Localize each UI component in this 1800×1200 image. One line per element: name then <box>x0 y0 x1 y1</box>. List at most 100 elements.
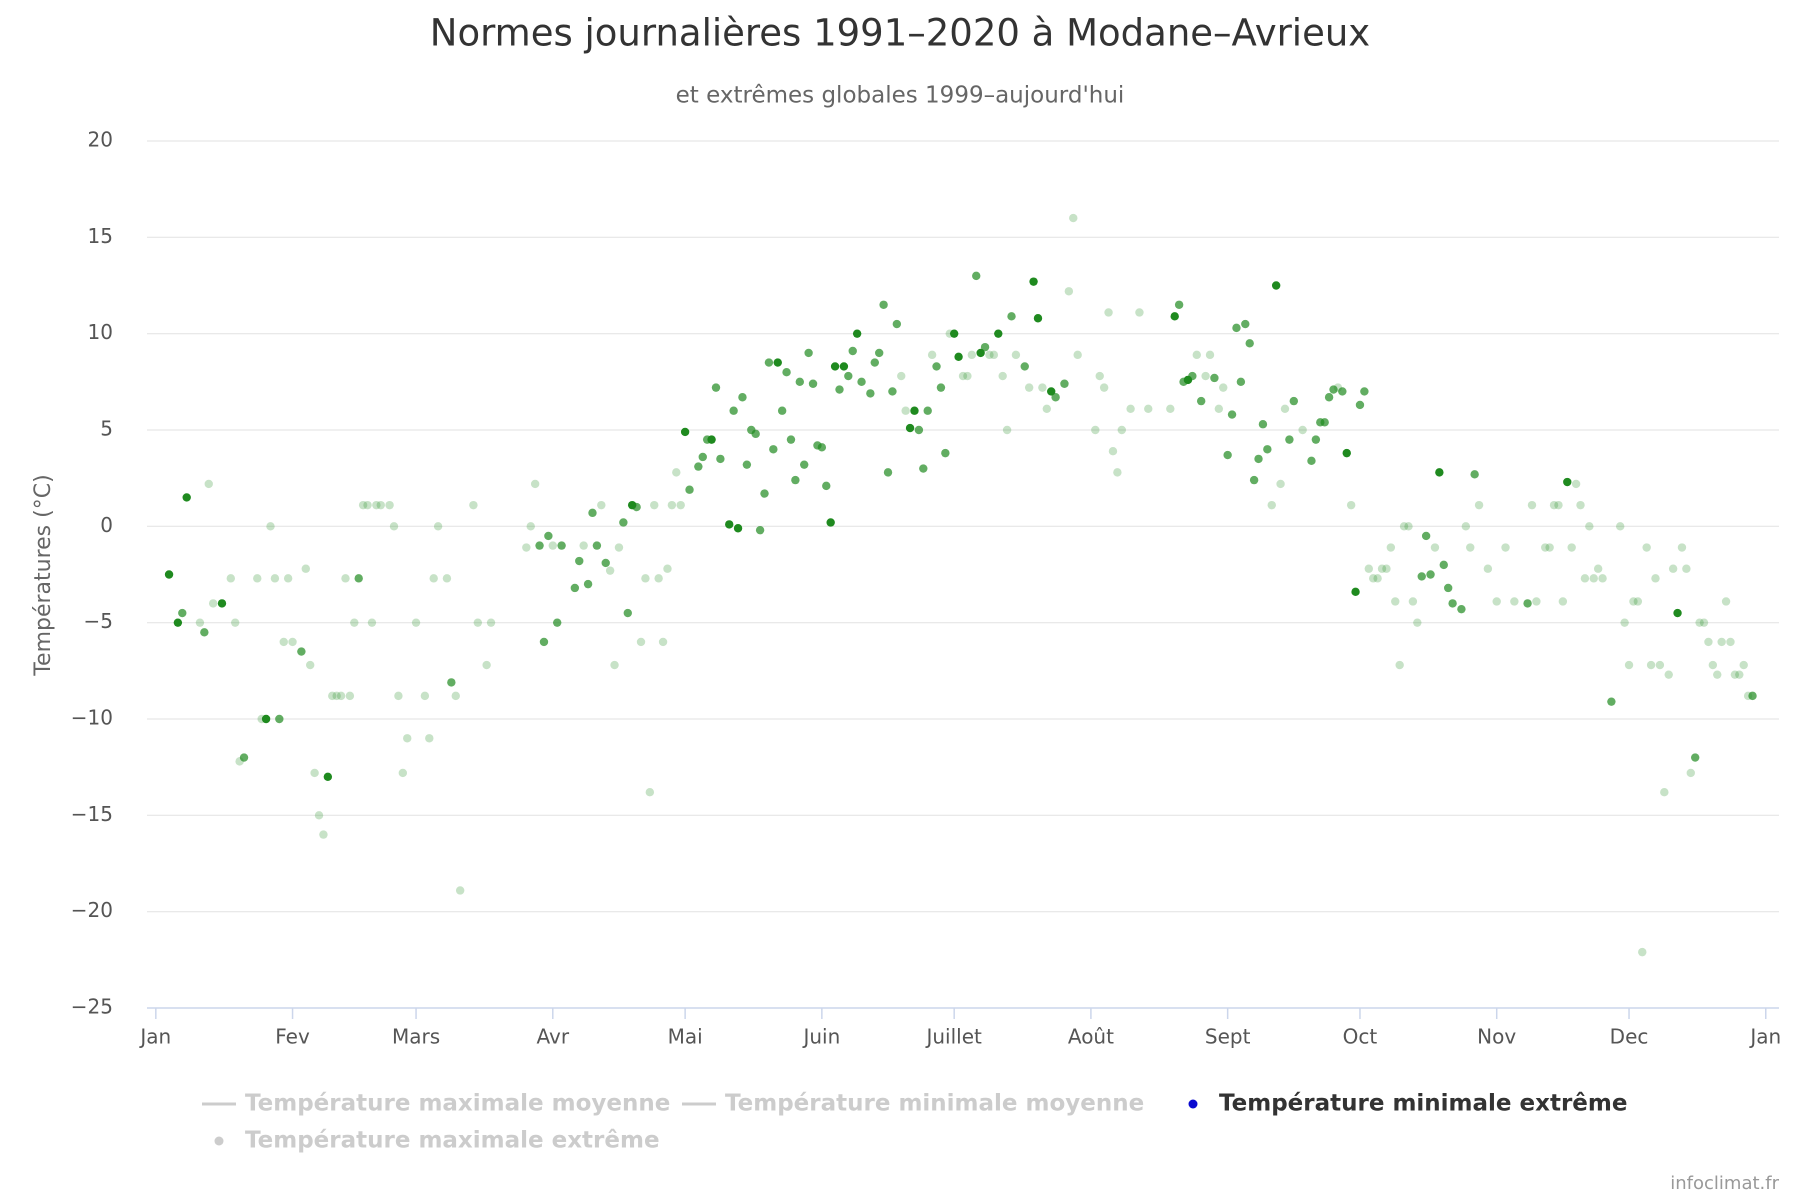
legend-symbol[interactable] <box>214 1136 224 1146</box>
data-point <box>367 618 377 627</box>
data-point <box>1651 574 1660 583</box>
data-point <box>654 574 663 583</box>
data-point <box>1501 543 1510 552</box>
data-point <box>1236 377 1246 387</box>
y-tick-label: 15 <box>88 224 113 248</box>
data-point <box>182 493 191 502</box>
data-point <box>1219 383 1228 392</box>
data-point <box>1492 597 1501 606</box>
data-point <box>958 371 968 381</box>
data-point <box>1166 404 1175 414</box>
data-point <box>1642 543 1651 552</box>
data-point <box>822 481 831 491</box>
data-point <box>773 358 782 367</box>
data-point <box>1466 543 1475 552</box>
data-point <box>1210 373 1219 383</box>
data-point <box>557 541 566 550</box>
data-point <box>354 574 363 583</box>
x-tick-label: Sept <box>1205 1025 1251 1049</box>
data-point <box>1567 543 1576 552</box>
data-point <box>363 500 372 510</box>
data-point <box>650 500 659 510</box>
data-point <box>1126 404 1135 414</box>
data-point <box>1338 387 1347 396</box>
data-point <box>389 522 399 531</box>
data-point <box>1739 660 1748 670</box>
data-point <box>328 691 337 701</box>
data-point <box>1404 522 1413 531</box>
data-point <box>1254 454 1263 464</box>
data-point <box>936 383 946 392</box>
data-point <box>685 485 694 494</box>
data-point <box>694 462 703 471</box>
data-point <box>857 377 866 387</box>
data-point <box>1563 477 1572 487</box>
data-point <box>1170 312 1179 321</box>
data-point <box>1263 445 1272 454</box>
data-point <box>852 329 862 338</box>
data-point <box>1042 404 1052 414</box>
data-point <box>1342 448 1351 458</box>
data-point <box>226 574 236 583</box>
data-point <box>985 350 994 360</box>
data-point <box>1576 500 1585 510</box>
data-point <box>1726 637 1735 647</box>
data-point <box>923 406 932 415</box>
data-point <box>844 371 853 381</box>
data-point <box>1373 574 1382 583</box>
data-point <box>795 377 804 387</box>
data-point <box>835 385 844 394</box>
legend-label[interactable]: Température maximale extrême <box>245 1128 660 1154</box>
x-tick-label: Juillet <box>924 1025 982 1049</box>
data-point <box>738 393 747 402</box>
data-point <box>1541 543 1550 552</box>
data-point <box>1426 570 1435 579</box>
data-point <box>575 556 584 566</box>
y-tick-label: 10 <box>88 320 113 344</box>
data-point <box>1677 543 1687 552</box>
data-point <box>1735 670 1744 679</box>
legend-symbol[interactable] <box>1188 1099 1198 1109</box>
x-tick-label: Avr <box>537 1025 570 1049</box>
data-point <box>1571 479 1581 489</box>
data-point <box>266 522 275 531</box>
data-point <box>539 637 549 647</box>
data-point <box>1417 572 1426 581</box>
data-point <box>1024 383 1034 392</box>
data-point <box>544 531 553 541</box>
data-point <box>1382 564 1391 573</box>
data-point <box>178 608 187 618</box>
data-point <box>610 660 619 670</box>
data-point <box>173 618 183 627</box>
x-tick-label: Jan <box>138 1025 171 1049</box>
data-point <box>535 541 544 550</box>
data-point <box>376 500 385 510</box>
data-point <box>204 479 213 489</box>
data-point <box>1267 500 1276 510</box>
data-point <box>636 637 646 647</box>
data-point <box>332 691 341 701</box>
data-point <box>433 522 443 531</box>
data-point <box>1638 947 1647 957</box>
legend-label[interactable]: Température minimale moyenne <box>725 1091 1144 1117</box>
data-point <box>1324 393 1334 402</box>
y-tick-label: 0 <box>100 513 113 537</box>
data-point <box>1616 522 1625 531</box>
x-tick-label: Mai <box>668 1025 703 1049</box>
data-point <box>253 574 262 583</box>
legend-label[interactable]: Température minimale extrême <box>1219 1091 1627 1117</box>
data-point <box>1430 543 1440 552</box>
data-point <box>1593 564 1603 573</box>
data-point <box>989 350 999 360</box>
data-point <box>998 371 1007 381</box>
data-point <box>1554 500 1563 510</box>
data-point <box>336 691 346 701</box>
data-point <box>429 574 438 583</box>
data-point <box>742 460 752 469</box>
data-point <box>905 423 915 433</box>
data-point <box>1527 500 1537 510</box>
data-point <box>1117 425 1126 435</box>
data-point <box>1091 425 1100 435</box>
legend-label[interactable]: Température maximale moyenne <box>245 1091 670 1117</box>
